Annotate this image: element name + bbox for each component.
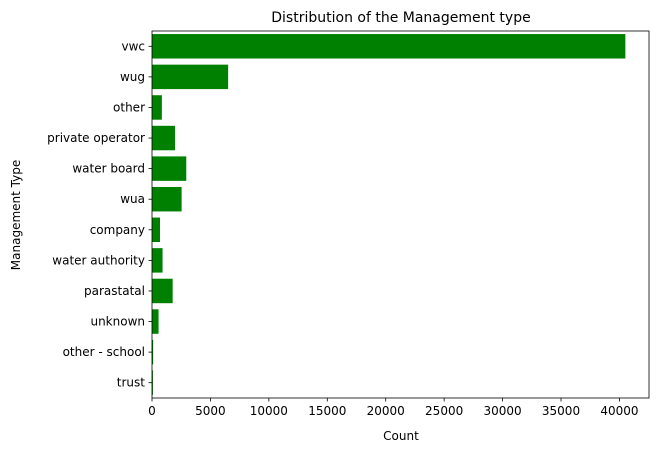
x-tick-label: 25000 <box>425 404 463 418</box>
y-tick-label: parastatal <box>84 284 145 298</box>
bar-other-school <box>152 339 154 365</box>
bar-wua <box>152 186 182 212</box>
y-tick-label: water authority <box>52 253 145 267</box>
chart-title: Distribution of the Management type <box>271 10 530 26</box>
plot-frame <box>151 30 650 399</box>
bar-other <box>152 95 162 120</box>
bar-parastatal <box>152 278 173 304</box>
x-tick-label: 20000 <box>367 404 405 418</box>
y-tick-label: vwc <box>121 39 145 53</box>
bar-vwc <box>152 34 626 59</box>
bar-water-board <box>152 156 187 181</box>
y-tick-label: private operator <box>47 131 145 145</box>
x-tick-label: 10000 <box>250 404 288 418</box>
bars-group <box>152 34 626 395</box>
y-tick-label: company <box>90 223 145 237</box>
bar-wug <box>152 64 229 90</box>
y-tick-label: other <box>113 100 145 114</box>
y-tick-label: trust <box>117 376 145 390</box>
x-axis-ticks: 0 5000 10000 15000 20000 25000 30000 35000 40000 <box>148 398 639 418</box>
y-axis-ticks: vwc wug other private operator water board wu… <box>47 39 152 390</box>
bar-company <box>152 217 161 243</box>
x-axis-label: Count <box>383 429 419 443</box>
x-tick-label: 40000 <box>600 404 638 418</box>
x-tick-label: 5000 <box>195 404 226 418</box>
x-tick-label: 0 <box>148 404 156 418</box>
bar-trust <box>152 370 153 395</box>
x-tick-label: 15000 <box>308 404 346 418</box>
bar-water-authority <box>152 248 163 273</box>
y-tick-label: unknown <box>90 315 145 329</box>
y-axis-label: Management Type <box>9 160 23 270</box>
y-tick-label: wua <box>120 192 145 206</box>
y-tick-label: wug <box>120 70 145 84</box>
x-tick-label: 35000 <box>542 404 580 418</box>
y-tick-label: water board <box>72 162 145 176</box>
y-tick-label: other - school <box>63 345 145 359</box>
bar-private-operator <box>152 125 176 151</box>
bar-unknown <box>152 309 159 334</box>
x-tick-label: 30000 <box>483 404 521 418</box>
